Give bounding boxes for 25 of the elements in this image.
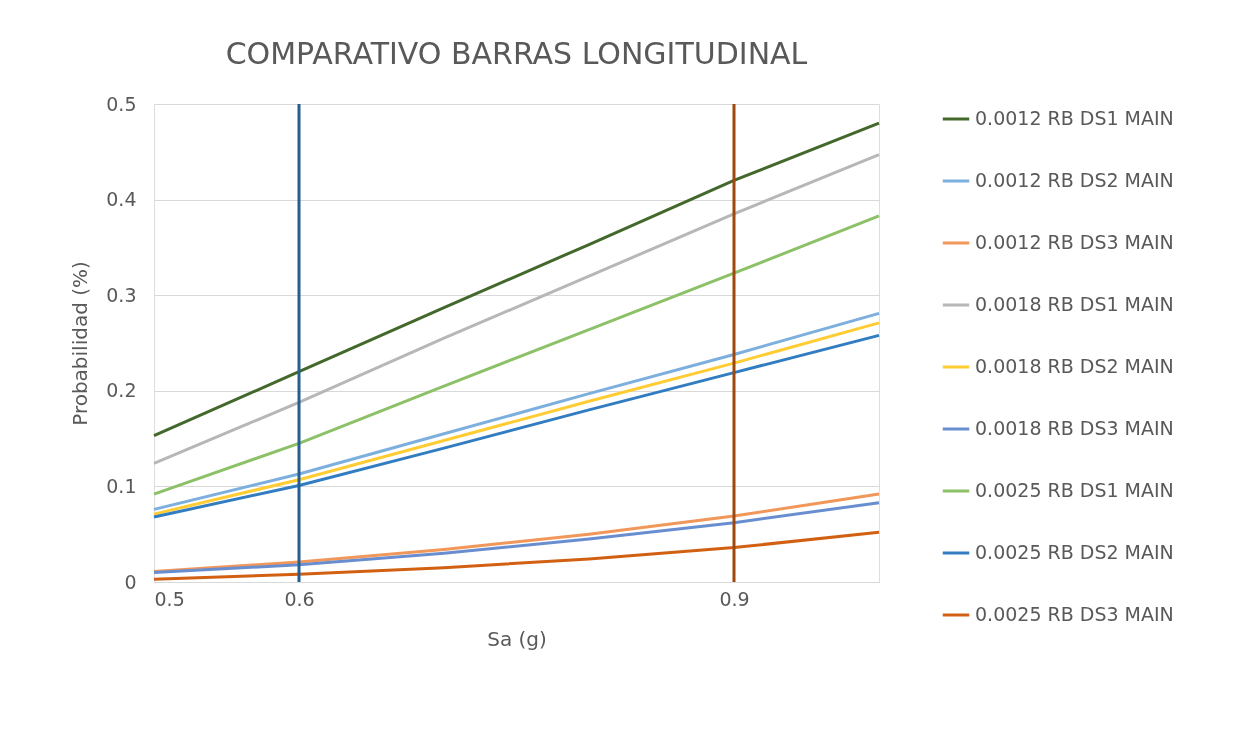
legend-label: 0.0025 RB DS1 MAIN [975,479,1174,501]
line-series [152,153,881,465]
y-tick-label: 0.2 [106,379,137,402]
legend-label: 0.0012 RB DS2 MAIN [975,169,1174,191]
line-series [152,121,881,438]
line-series [152,214,881,496]
legend-label: 0.0012 RB DS3 MAIN [975,231,1174,253]
x-tick-label: 0.9 [719,587,750,610]
legend-label: 0.0018 RB DS1 MAIN [975,293,1174,315]
y-axis-title: Probabilidad (%) [68,261,93,426]
y-tick-label: 0.5 [106,92,137,115]
x-tick-label: 0.5 [154,587,185,610]
legend-label: 0.0018 RB DS2 MAIN [975,355,1174,377]
x-tick-label: 0.6 [284,587,315,610]
y-tick-label: 0.1 [106,474,137,497]
legend-label: 0.0012 RB DS1 MAIN [975,107,1174,129]
line-series [152,530,881,581]
legend-label: 0.0025 RB DS3 MAIN [975,603,1174,625]
legend-label: 0.0018 RB DS3 MAIN [975,417,1174,439]
chart-title: COMPARATIVO BARRAS LONGITUDINAL [225,36,808,71]
y-tick-label: 0.3 [106,283,137,306]
x-axis-title: Sa (g) [487,626,547,651]
legend-label: 0.0025 RB DS2 MAIN [975,541,1174,563]
y-tick-label: 0.4 [106,188,137,211]
y-tick-label: 0 [124,570,137,593]
